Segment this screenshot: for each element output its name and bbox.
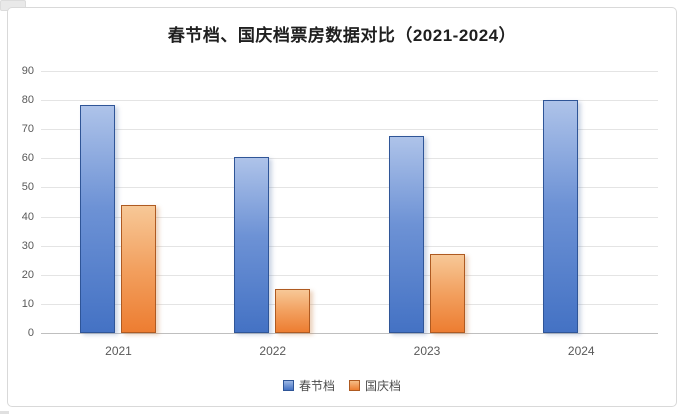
plot-area: 0 10 20 30 40 50 60 70 80 90 2021 2022 2023 2024 [8,8,676,406]
chart-title: 春节档、国庆档票房数据对比（2021-2024） [167,26,517,45]
bar-spring-festival-2021 [80,104,116,333]
chart-frame: 春节档、国庆档票房数据对比（2021-2024） 0 10 20 30 40 50 60 70… [7,7,677,407]
gridline [41,71,658,72]
gridline [41,100,658,102]
bar-national-day-2023 [429,253,465,333]
gridline [41,303,658,305]
x-axis-tick-label-2024: 2024 [567,344,595,358]
gridline [41,216,658,218]
gridline [41,274,658,276]
gridline [41,158,658,160]
x-axis-tick-label-2021: 2021 [105,344,132,358]
y-axis-tick-label: 70 [21,123,34,136]
gridline [41,245,658,247]
y-axis-tick-label: 20 [21,268,34,281]
legend-label: 国庆档 [365,379,402,393]
legend-item-spring-festival: 春节档 [282,377,335,394]
y-axis-tick-label: 40 [21,210,34,223]
y-axis-tick-label: 30 [21,239,34,252]
y-axis-tick-label: 80 [21,94,34,107]
legend: 春节档 国庆档 [8,377,676,394]
x-axis-tick-label-2022: 2022 [259,344,287,358]
y-axis-tick-label: 10 [21,297,34,310]
bar-spring-festival-2024 [542,99,578,333]
x-axis-tick-label-2023: 2023 [413,344,441,358]
legend-label: 春节档 [298,379,335,393]
legend-swatch-icon [282,380,294,391]
y-axis-tick-label: 60 [21,152,34,165]
y-axis-tick-label: 0 [27,327,34,339]
bar-spring-festival-2023 [388,136,424,333]
y-axis-tick-label: 90 [21,65,34,77]
x-axis-line [41,333,658,334]
bar-national-day-2021 [121,205,157,333]
legend-swatch-icon [349,380,360,391]
bar-spring-festival-2022 [234,157,270,333]
legend-item-national-day: 国庆档 [349,377,401,394]
gridline [41,187,658,189]
bar-national-day-2022 [275,289,311,333]
y-axis-tick-label: 50 [21,181,34,194]
gridline [41,129,658,131]
screen-edge-artifact [0,411,9,414]
